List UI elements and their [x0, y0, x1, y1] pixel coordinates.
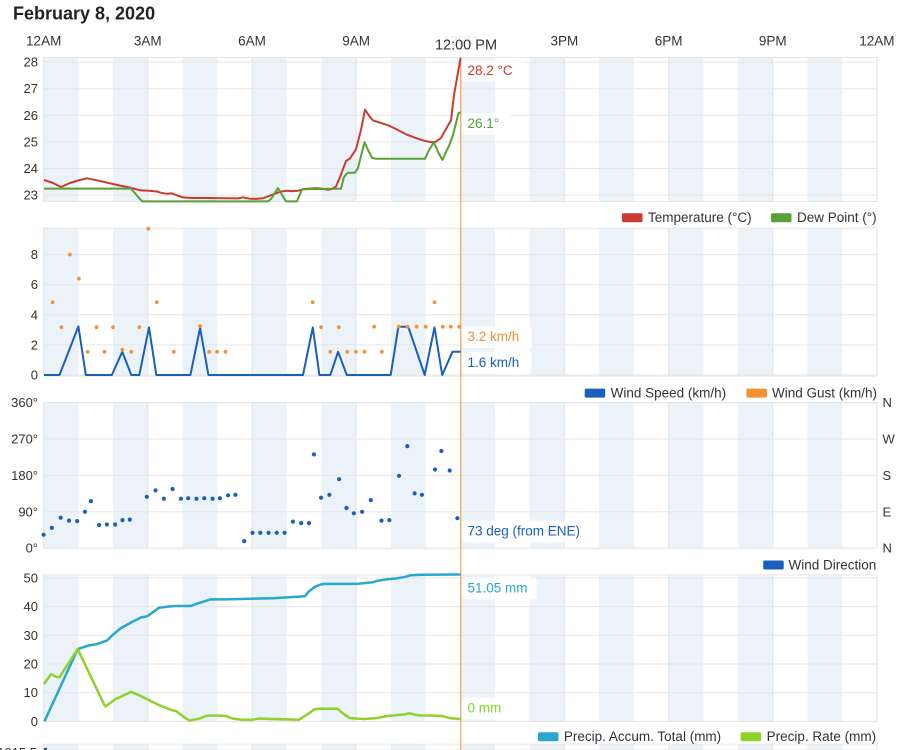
svg-text:6: 6 [31, 277, 38, 292]
svg-text:28: 28 [24, 55, 38, 70]
svg-text:3AM: 3AM [134, 33, 162, 48]
svg-text:Precip. Rate (mm): Precip. Rate (mm) [767, 729, 877, 744]
svg-text:10: 10 [24, 685, 38, 700]
svg-text:Wind Gust (km/h): Wind Gust (km/h) [772, 385, 877, 400]
svg-text:0°: 0° [26, 541, 38, 556]
svg-text:N: N [883, 541, 892, 556]
svg-text:0: 0 [31, 714, 38, 729]
svg-text:E: E [883, 504, 892, 519]
svg-text:50: 50 [24, 570, 38, 585]
svg-text:73 deg (from ENE): 73 deg (from ENE) [468, 524, 581, 539]
svg-text:270°: 270° [11, 432, 38, 447]
svg-text:N: N [883, 395, 892, 410]
svg-text:23: 23 [24, 188, 38, 203]
svg-text:90°: 90° [18, 504, 38, 519]
svg-text:Precip. Accum. Total (mm): Precip. Accum. Total (mm) [564, 729, 721, 744]
svg-text:0 mm: 0 mm [468, 701, 502, 716]
svg-text:51.05 mm: 51.05 mm [468, 581, 528, 596]
svg-text:W: W [883, 432, 896, 447]
svg-text:24: 24 [24, 161, 38, 176]
svg-text:27: 27 [24, 81, 38, 96]
svg-text:9PM: 9PM [759, 33, 787, 48]
svg-text:25: 25 [24, 134, 38, 149]
svg-text:2: 2 [31, 337, 38, 352]
svg-text:6AM: 6AM [238, 33, 266, 48]
svg-text:30: 30 [24, 628, 38, 643]
svg-text:1.6 km/h: 1.6 km/h [468, 355, 520, 370]
svg-text:26: 26 [24, 108, 38, 123]
svg-text:12:00 PM: 12:00 PM [435, 38, 497, 54]
svg-text:9AM: 9AM [342, 33, 370, 48]
svg-text:Wind Speed (km/h): Wind Speed (km/h) [611, 385, 727, 400]
svg-text:360°: 360° [11, 395, 38, 410]
svg-text:12AM: 12AM [26, 33, 61, 48]
svg-text:3.2 km/h: 3.2 km/h [468, 329, 520, 344]
svg-text:1015.5: 1015.5 [0, 745, 37, 750]
svg-text:12AM: 12AM [859, 33, 894, 48]
svg-text:4: 4 [31, 307, 38, 322]
svg-text:Wind Direction: Wind Direction [789, 557, 877, 572]
svg-text:S: S [883, 468, 892, 483]
svg-text:20: 20 [24, 657, 38, 672]
svg-text:Temperature (°C): Temperature (°C) [648, 210, 752, 225]
svg-text:180°: 180° [11, 468, 38, 483]
svg-text:February 8, 2020: February 8, 2020 [13, 4, 155, 24]
svg-text:3PM: 3PM [551, 33, 579, 48]
svg-text:8: 8 [31, 247, 38, 262]
svg-text:28.2 °C: 28.2 °C [468, 63, 513, 78]
svg-text:0: 0 [31, 368, 38, 383]
svg-text:Dew Point (°): Dew Point (°) [797, 210, 877, 225]
svg-text:40: 40 [24, 599, 38, 614]
svg-text:26.1°: 26.1° [468, 116, 500, 131]
svg-text:6PM: 6PM [655, 33, 683, 48]
